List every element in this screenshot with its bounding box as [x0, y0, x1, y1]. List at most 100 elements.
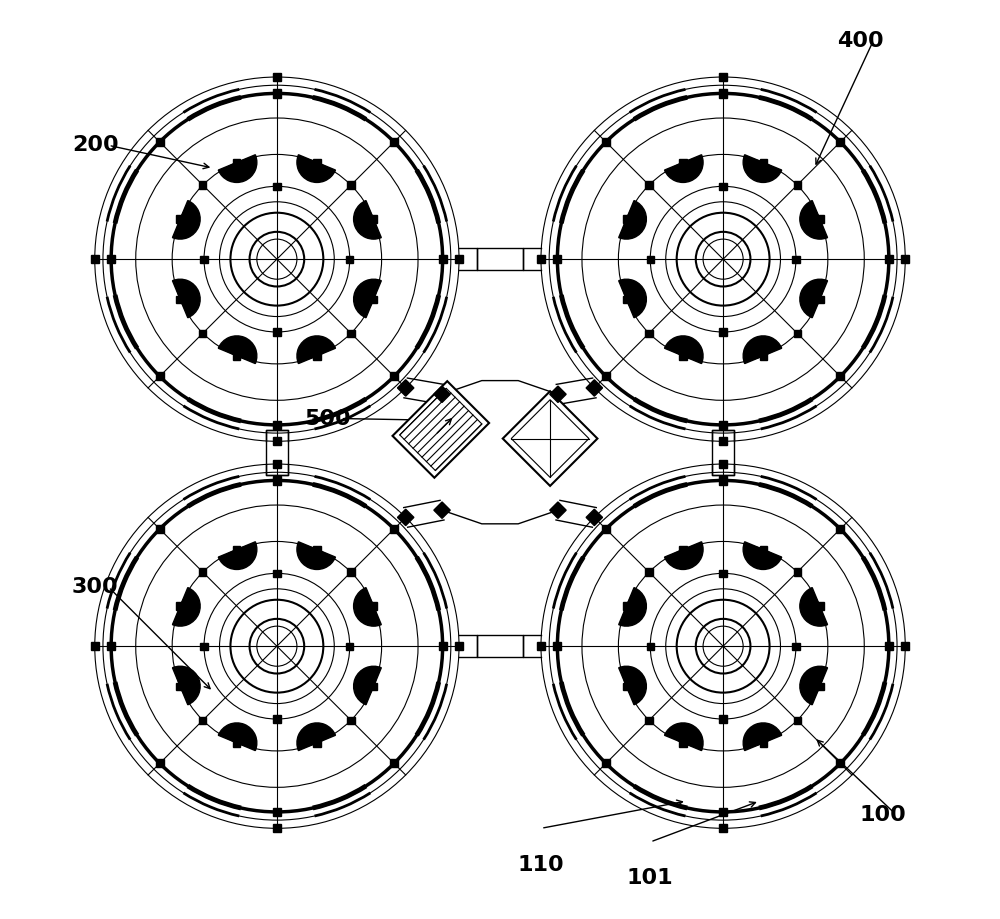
Bar: [273, 808, 281, 816]
Bar: [719, 89, 727, 97]
Wedge shape: [800, 587, 828, 626]
Wedge shape: [665, 542, 703, 570]
Bar: [390, 138, 398, 146]
Polygon shape: [434, 386, 450, 403]
Bar: [537, 642, 545, 651]
Wedge shape: [354, 587, 381, 626]
Wedge shape: [619, 587, 646, 626]
Bar: [623, 683, 630, 690]
Wedge shape: [354, 279, 381, 318]
Bar: [816, 603, 824, 609]
Wedge shape: [743, 723, 782, 751]
Polygon shape: [550, 386, 566, 403]
Text: 500: 500: [304, 409, 351, 428]
Bar: [273, 476, 281, 484]
Bar: [760, 159, 767, 166]
Bar: [645, 330, 653, 337]
Bar: [679, 546, 687, 553]
Bar: [719, 460, 727, 468]
Wedge shape: [619, 279, 646, 318]
Bar: [760, 546, 767, 553]
Bar: [836, 759, 844, 767]
Wedge shape: [218, 335, 257, 364]
Bar: [313, 159, 321, 166]
Bar: [836, 138, 844, 146]
Bar: [370, 296, 377, 303]
Wedge shape: [172, 279, 200, 318]
Wedge shape: [743, 154, 782, 183]
Wedge shape: [297, 542, 335, 570]
Bar: [602, 759, 610, 767]
Wedge shape: [172, 666, 200, 705]
Bar: [313, 739, 321, 746]
Bar: [346, 255, 353, 263]
Polygon shape: [434, 502, 450, 518]
Wedge shape: [665, 723, 703, 751]
Wedge shape: [743, 335, 782, 364]
Polygon shape: [397, 380, 414, 396]
Bar: [91, 642, 99, 651]
Bar: [273, 73, 281, 81]
Polygon shape: [397, 509, 414, 526]
Bar: [719, 570, 727, 577]
Wedge shape: [297, 723, 335, 751]
Bar: [885, 642, 893, 651]
Bar: [273, 183, 281, 190]
Bar: [390, 759, 398, 767]
Bar: [200, 642, 208, 650]
Text: 300: 300: [72, 577, 119, 597]
Wedge shape: [297, 154, 335, 183]
Bar: [91, 255, 99, 263]
Bar: [836, 372, 844, 380]
Wedge shape: [800, 279, 828, 318]
Wedge shape: [665, 154, 703, 183]
Text: 100: 100: [860, 805, 906, 824]
Bar: [156, 372, 164, 380]
Bar: [816, 683, 824, 690]
Bar: [156, 525, 164, 533]
Bar: [370, 603, 377, 609]
Bar: [679, 159, 687, 166]
Bar: [176, 296, 184, 303]
Wedge shape: [354, 666, 381, 705]
Bar: [156, 759, 164, 767]
Bar: [313, 352, 321, 359]
Bar: [901, 642, 909, 651]
Wedge shape: [218, 723, 257, 751]
Wedge shape: [218, 154, 257, 183]
Bar: [836, 525, 844, 533]
Bar: [623, 296, 630, 303]
Wedge shape: [172, 200, 200, 239]
Bar: [199, 717, 206, 724]
Bar: [553, 642, 561, 651]
Bar: [679, 352, 687, 359]
Text: 101: 101: [627, 868, 674, 889]
Wedge shape: [354, 200, 381, 239]
Text: 110: 110: [518, 855, 564, 875]
Bar: [233, 546, 240, 553]
Bar: [885, 255, 893, 263]
Wedge shape: [218, 542, 257, 570]
Bar: [647, 642, 654, 650]
Polygon shape: [550, 502, 566, 518]
Bar: [233, 739, 240, 746]
Polygon shape: [393, 381, 489, 478]
Bar: [623, 603, 630, 609]
Bar: [347, 717, 355, 724]
Bar: [347, 569, 355, 576]
Wedge shape: [619, 666, 646, 705]
Bar: [370, 683, 377, 690]
Polygon shape: [586, 509, 603, 526]
Wedge shape: [743, 542, 782, 570]
Bar: [273, 421, 281, 429]
Bar: [107, 255, 115, 263]
Bar: [719, 183, 727, 190]
Bar: [719, 437, 727, 446]
Bar: [645, 181, 653, 188]
Bar: [347, 330, 355, 337]
Bar: [233, 352, 240, 359]
Bar: [816, 296, 824, 303]
Bar: [273, 437, 281, 446]
Bar: [273, 715, 281, 722]
Bar: [346, 642, 353, 650]
